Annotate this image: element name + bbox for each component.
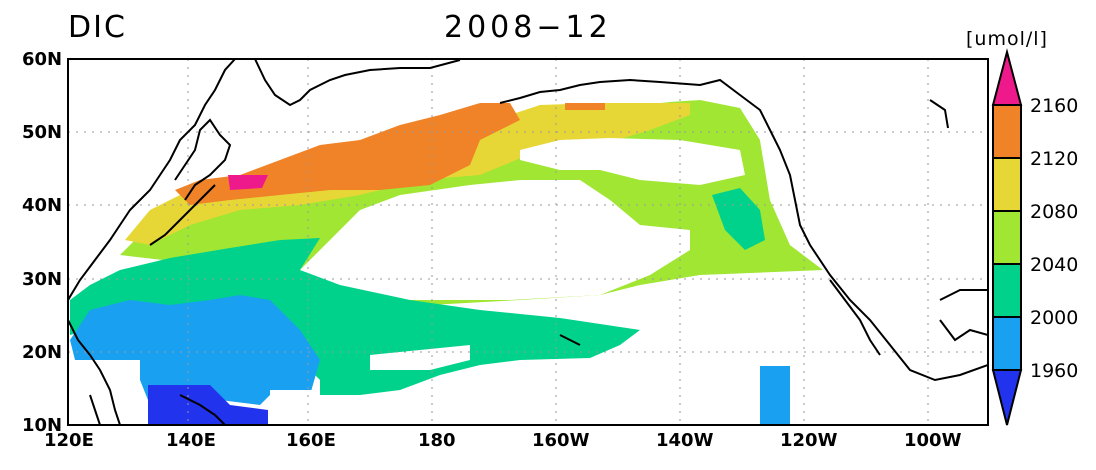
colorbar-1960-2000: [992, 316, 1022, 371]
x-tick-label: 160W: [532, 430, 590, 451]
contour-2000-2040: [70, 238, 640, 395]
y-tick-label: 50N: [22, 122, 62, 143]
x-tick-label: 120W: [780, 430, 838, 451]
y-axis: 60N 50N 40N 30N 20N 10N: [22, 49, 62, 436]
colorbar-2120-2160: [992, 104, 1022, 159]
colorbar-label: 1960: [1030, 360, 1078, 382]
colorbar-2040-2080: [992, 210, 1022, 265]
contour-above-2160: [228, 175, 268, 190]
no-data-east: [480, 270, 988, 425]
no-data-ne-coast: [760, 100, 988, 270]
contour-2120-2160-patch: [565, 103, 605, 110]
y-tick-label: 10N: [22, 415, 62, 436]
no-data-south-2: [270, 390, 320, 425]
colorbar-label: 2040: [1030, 254, 1078, 276]
colorbar-above-2160: [991, 48, 1023, 106]
gridlines: [68, 59, 988, 425]
x-tick-label: 160E: [286, 430, 336, 451]
y-tick-label: 60N: [22, 49, 62, 70]
colorbar-label: 2160: [1030, 95, 1078, 117]
x-tick-label: 100W: [904, 430, 962, 451]
colorbar-below-1960: [991, 369, 1023, 426]
variable-title: DIC: [68, 10, 127, 45]
contour-2000-2040-east: [712, 188, 765, 250]
colorbar-2080-2120: [992, 157, 1022, 212]
y-tick-label: 20N: [22, 342, 62, 363]
no-data-north: [68, 59, 988, 260]
date-title: 2008−12: [444, 10, 612, 45]
plot-frame: [67, 58, 989, 426]
units-label: [umol/l]: [966, 28, 1048, 50]
colorbar-label: 2080: [1030, 201, 1078, 223]
contour-1960-2000-patch: [760, 366, 790, 425]
contour-1960-2000: [70, 295, 320, 405]
no-data-south-3: [360, 400, 470, 425]
colorbar-2000-2040: [992, 263, 1022, 318]
x-axis: 120E 140E 160E 180 160W 140W 120W 100W: [44, 430, 962, 451]
no-data-central: [300, 180, 690, 300]
x-tick-label: 140W: [656, 430, 714, 451]
colorbar-label: 2000: [1030, 307, 1078, 329]
y-tick-label: 40N: [22, 195, 62, 216]
contour-below-1960: [148, 385, 268, 425]
x-tick-label: 120E: [44, 430, 94, 451]
no-data-north-east: [520, 138, 745, 185]
x-tick-label: 140E: [166, 430, 216, 451]
colorbar: 2160 2120 2080 2040 2000 1960: [991, 48, 1078, 426]
no-data-south-west: [75, 360, 140, 425]
x-tick-label: 180: [418, 430, 456, 451]
colorbar-label: 2120: [1030, 148, 1078, 170]
coastlines: [68, 59, 988, 425]
no-data-south: [370, 345, 470, 370]
y-tick-label: 30N: [22, 269, 62, 290]
dic-field: [68, 59, 988, 425]
